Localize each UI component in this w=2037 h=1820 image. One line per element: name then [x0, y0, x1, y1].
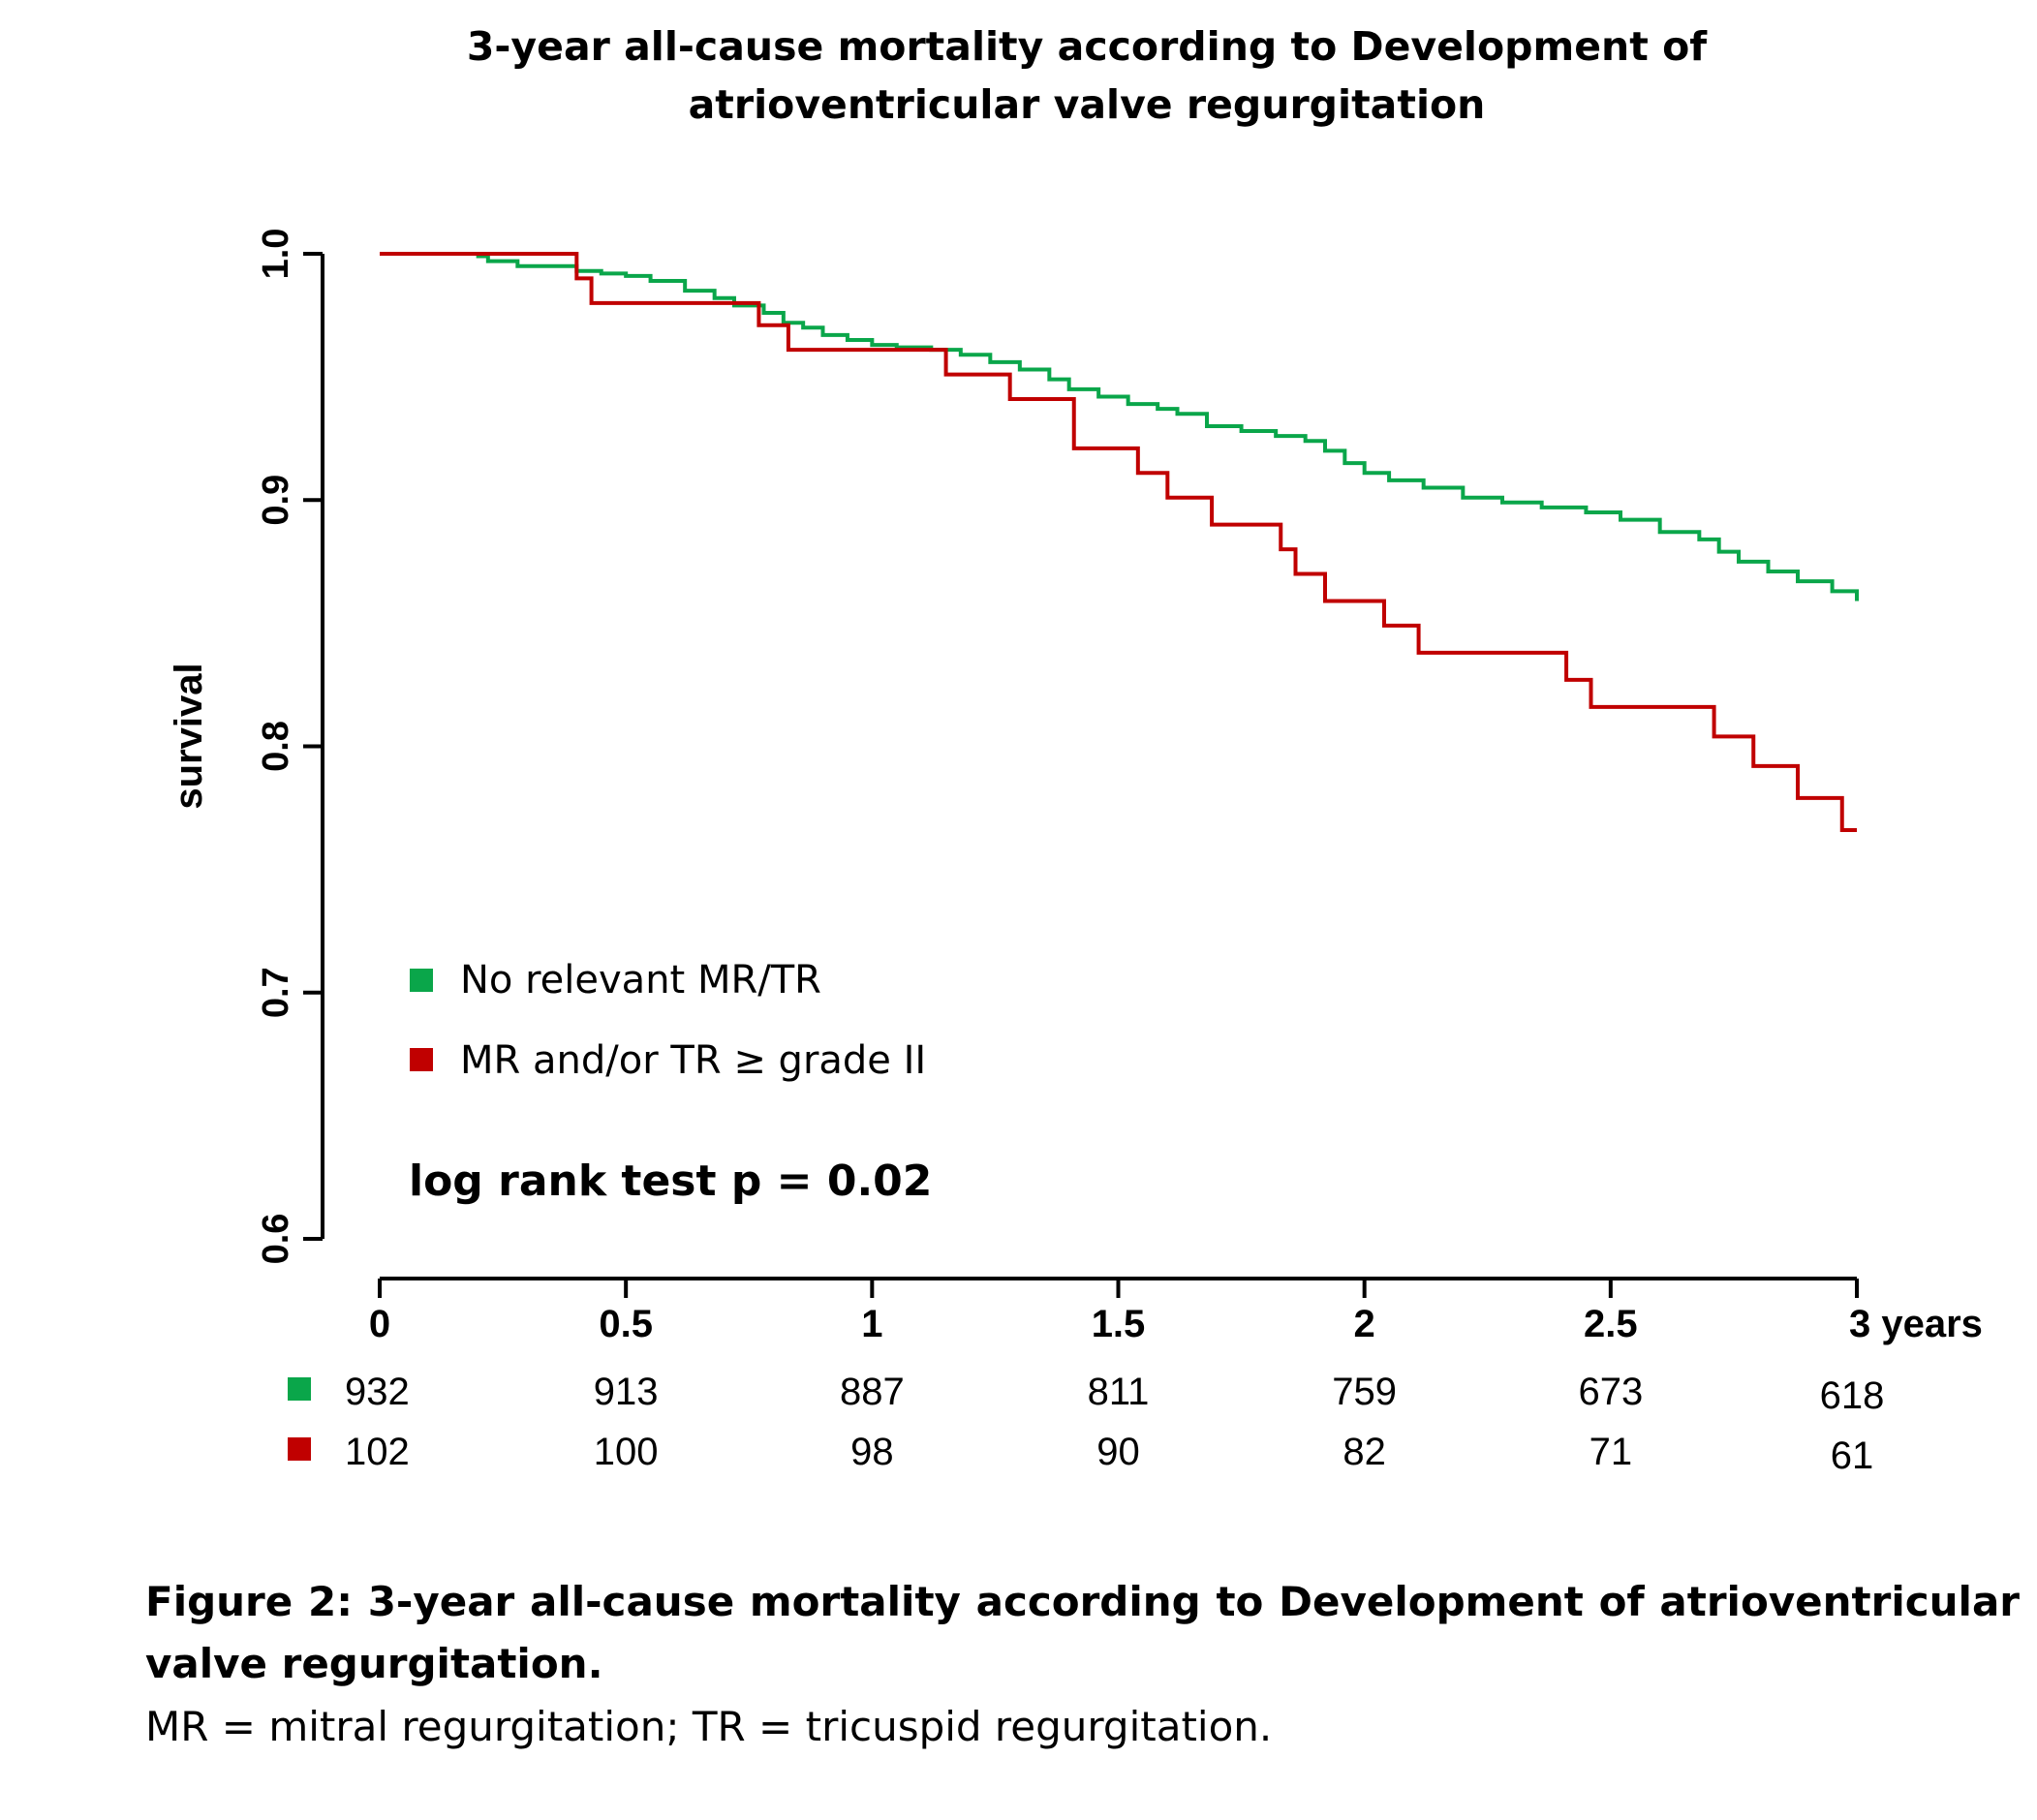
y-tick-label: 0.9	[256, 475, 296, 526]
chart-title-line-1: 3-year all-cause mortality according to …	[467, 23, 1708, 70]
risk-table-value: 932	[345, 1371, 410, 1413]
axes: 0.6 0.7 0.8 0.9 1.0 0 0.5 1 1.5 2 2.5 3 years	[256, 229, 1983, 1345]
risk-table-value: 61	[1831, 1434, 1874, 1477]
legend: No relevant MR/TR MR and/or TR ≥ grade I…	[410, 958, 926, 1083]
risk-table-value: 90	[1096, 1431, 1140, 1473]
x-tick-label: 2	[1354, 1303, 1375, 1345]
risk-table-value: 913	[594, 1371, 659, 1413]
risk-table-value: 759	[1332, 1371, 1397, 1413]
survival-chart: 3-year all-cause mortality according to …	[168, 23, 1983, 1477]
risk-table-value: 98	[850, 1431, 894, 1473]
risk-table-value: 82	[1343, 1431, 1386, 1473]
risk-table-value: 618	[1820, 1374, 1885, 1417]
legend-label-mr-tr: MR and/or TR ≥ grade II	[460, 1038, 926, 1083]
x-tick-label: 0	[369, 1303, 390, 1345]
risk-table-swatch	[288, 1377, 311, 1401]
legend-swatch-no-relevant	[410, 969, 433, 992]
risk-table: 932 913 887 811 759 673 618 102 100 98 90 82 71 61	[288, 1371, 1884, 1477]
chart-title-line-2: atrioventricular valve regurgitation	[689, 81, 1486, 128]
figure-caption-title: Figure 2: 3-year all-cause mortality acc…	[145, 1578, 2020, 1687]
survival-curves	[380, 252, 1859, 832]
x-tick-label: 1.5	[1092, 1303, 1146, 1345]
y-tick-label: 0.7	[256, 967, 296, 1018]
risk-table-value: 673	[1578, 1371, 1643, 1413]
figure-caption-note: MR = mitral regurgitation; TR = tricuspi…	[145, 1703, 1273, 1750]
x-tick-label: 3 years	[1849, 1303, 1983, 1345]
y-tick-label: 0.8	[256, 721, 296, 772]
risk-table-value: 887	[840, 1371, 905, 1413]
legend-swatch-mr-tr	[410, 1048, 433, 1071]
risk-table-value: 100	[594, 1431, 659, 1473]
risk-table-value: 71	[1589, 1431, 1633, 1473]
risk-table-value: 811	[1088, 1371, 1150, 1413]
x-tick-label: 0.5	[599, 1303, 653, 1345]
risk-table-swatch	[288, 1437, 311, 1461]
risk-table-value: 102	[345, 1431, 410, 1473]
curve-mr-tr-grade-ii	[380, 252, 1857, 832]
legend-label-no-relevant: No relevant MR/TR	[460, 958, 821, 1003]
x-tick-label: 2.5	[1584, 1303, 1638, 1345]
y-tick-label: 0.6	[256, 1214, 296, 1265]
log-rank-annotation: log rank test p = 0.02	[409, 1157, 932, 1206]
curve-no-relevant-mr-tr	[380, 252, 1859, 602]
x-tick-label: 1	[861, 1303, 882, 1345]
y-axis-label: survival	[168, 663, 210, 809]
y-tick-label: 1.0	[256, 229, 296, 280]
